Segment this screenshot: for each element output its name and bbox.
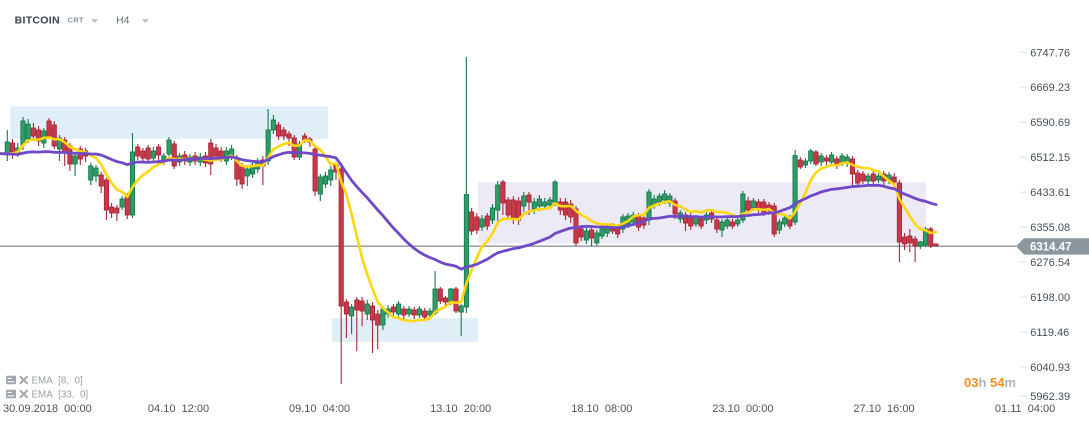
svg-text:13.10 20:00: 13.10 20:00 xyxy=(430,403,491,415)
svg-text:EMA [8, 0]: EMA [8, 0] xyxy=(32,375,83,386)
svg-text:18.10 08:00: 18.10 08:00 xyxy=(571,403,632,415)
svg-text:01.11 04:00: 01.11 04:00 xyxy=(995,403,1055,415)
svg-text:27.10 16:00: 27.10 16:00 xyxy=(853,403,914,415)
svg-text:CRT: CRT xyxy=(68,16,84,25)
svg-text:09.10 04:00: 09.10 04:00 xyxy=(289,403,350,415)
svg-text:EMA [33, 0]: EMA [33, 0] xyxy=(32,389,89,400)
svg-text:6276.54: 6276.54 xyxy=(1030,257,1070,269)
svg-text:6355.08: 6355.08 xyxy=(1030,222,1070,234)
svg-text:23.10 00:00: 23.10 00:00 xyxy=(712,403,773,415)
svg-text:6747.76: 6747.76 xyxy=(1030,47,1070,59)
svg-text:6119.46: 6119.46 xyxy=(1030,327,1069,339)
svg-text:6198.00: 6198.00 xyxy=(1030,292,1070,304)
svg-text:6512.15: 6512.15 xyxy=(1030,152,1070,164)
svg-text:6669.23: 6669.23 xyxy=(1030,82,1070,94)
svg-text:30.09.2018 00:00: 30.09.2018 00:00 xyxy=(3,403,92,415)
svg-text:6040.93: 6040.93 xyxy=(1030,362,1070,374)
svg-text:04.10 12:00: 04.10 12:00 xyxy=(148,403,209,415)
svg-text:6314.47: 6314.47 xyxy=(1030,242,1072,254)
svg-text:6590.69: 6590.69 xyxy=(1030,117,1070,129)
svg-text:5962.39: 5962.39 xyxy=(1030,391,1070,403)
svg-text:03h 54m: 03h 54m xyxy=(964,375,1016,390)
svg-text:BITCOIN: BITCOIN xyxy=(15,14,60,26)
svg-text:H4: H4 xyxy=(116,14,130,26)
svg-text:6433.61: 6433.61 xyxy=(1030,187,1070,199)
